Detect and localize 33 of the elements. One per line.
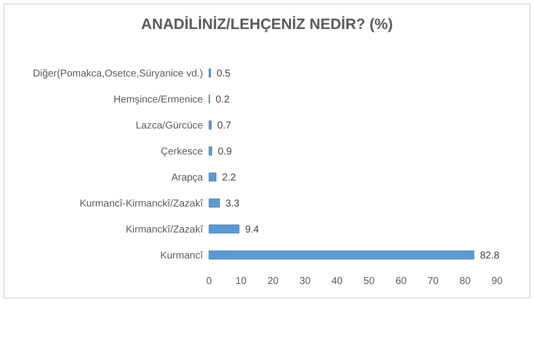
data-label: 0.7: [217, 120, 232, 132]
data-label: 3.3: [226, 198, 240, 210]
x-tick-label: 20: [267, 276, 279, 287]
y-tick-label: Çerkesce: [160, 146, 204, 158]
x-tick-label: 90: [491, 276, 503, 287]
x-tick-label: 50: [363, 276, 375, 287]
bar: [208, 198, 220, 208]
bar: [208, 250, 474, 260]
data-label: 0.5: [216, 68, 231, 80]
data-label: 9.4: [245, 224, 260, 236]
data-label: 0.9: [218, 146, 232, 158]
y-tick-label: Kirmanckî/Zazakî: [126, 224, 204, 236]
x-tick-label: 60: [395, 276, 407, 287]
x-tick-label: 70: [427, 276, 439, 287]
y-tick-label: Hemşince/Ermenice: [114, 94, 204, 106]
y-tick-label: Arapça: [171, 172, 204, 184]
x-tick-label: 10: [235, 276, 247, 287]
data-label: 82.8: [480, 250, 500, 262]
y-tick-label: Diğer(Pomakca,Osetce,Süryanice vd.): [32, 68, 203, 80]
data-label: 2.2: [222, 172, 236, 184]
x-tick-label: 40: [331, 276, 343, 287]
bar: [208, 224, 240, 234]
bar: [208, 120, 212, 130]
y-tick-label: Lazca/Gürcüce: [136, 120, 204, 132]
data-label: 0.2: [216, 94, 230, 106]
x-tick-label: 80: [459, 276, 471, 287]
x-tick-label: 30: [299, 276, 311, 287]
y-tick-label: Kurmancî: [160, 250, 204, 262]
x-tick-label: 0: [206, 276, 212, 287]
y-tick-label: Kurmancî-Kirmanckî/Zazakî: [80, 198, 204, 210]
bar: [208, 172, 216, 182]
chart-title: ANADİLİNİZ/LEHÇENİZ NEDİR? (%): [141, 16, 393, 33]
bar: [208, 146, 212, 156]
